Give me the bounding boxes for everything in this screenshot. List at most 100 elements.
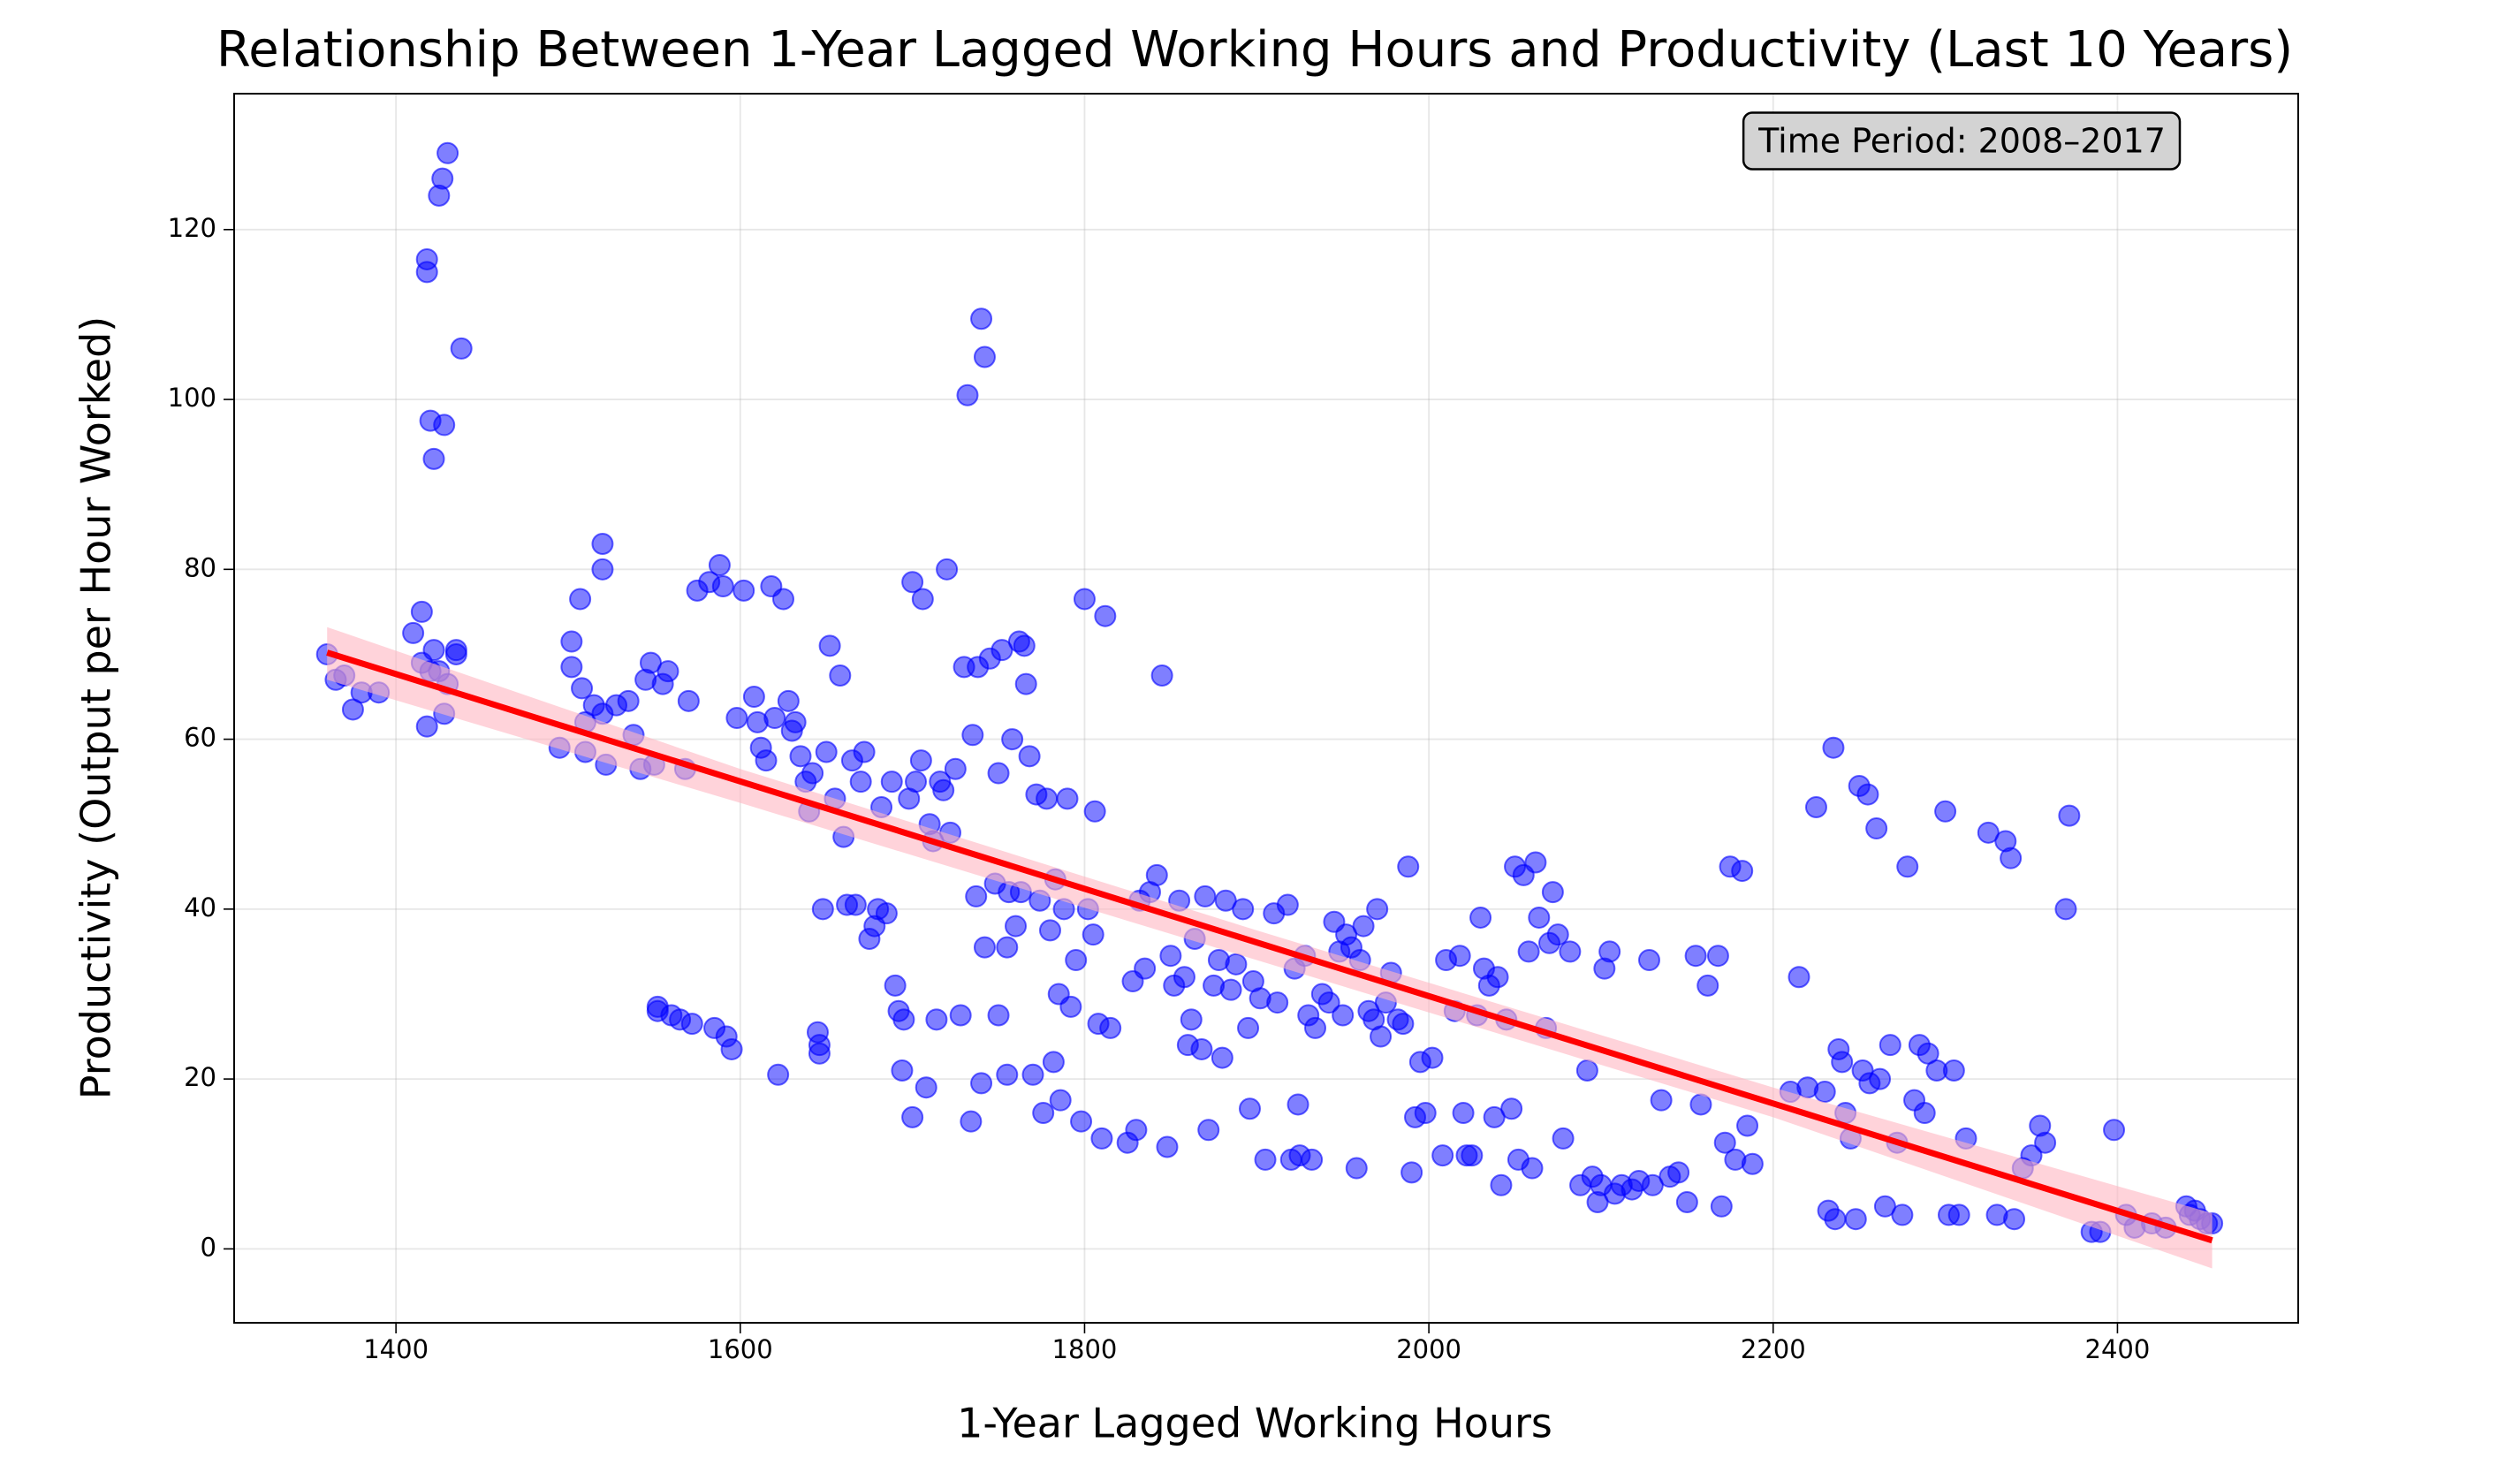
- scatter-point: [1879, 1034, 1901, 1057]
- scatter-point: [1036, 787, 1059, 810]
- y-tick-label: 20: [184, 1062, 216, 1092]
- scatter-point: [884, 974, 907, 997]
- scatter-point: [1005, 915, 1028, 938]
- scatter-point: [956, 383, 979, 406]
- scatter-point: [772, 588, 795, 611]
- x-axis-label: 1-Year Lagged Working Hours: [957, 1400, 1552, 1447]
- scatter-point: [1400, 1161, 1423, 1184]
- scatter-point: [1541, 881, 1564, 904]
- scatter-point: [932, 778, 955, 801]
- scatter-point: [970, 1072, 993, 1095]
- scatter-point: [1421, 1046, 1444, 1069]
- scatter-point: [617, 689, 640, 712]
- scatter-point: [973, 936, 996, 959]
- scatter-point: [1813, 1081, 1836, 1104]
- scatter-point: [1517, 940, 1540, 963]
- scatter-point: [1134, 957, 1157, 980]
- y-tick-label: 60: [184, 723, 216, 753]
- scatter-point: [996, 936, 1019, 959]
- scatter-point: [720, 1037, 743, 1060]
- scatter-point: [755, 749, 778, 772]
- scatter-point: [402, 621, 425, 644]
- scatter-point: [1190, 1037, 1213, 1060]
- scatter-point: [1038, 919, 1061, 942]
- scatter-point: [801, 762, 824, 785]
- scatter-point: [422, 639, 445, 662]
- scatter-point: [1524, 851, 1547, 874]
- scatter-point: [1414, 1102, 1437, 1125]
- scatter-point: [909, 749, 932, 772]
- scatter-point: [1824, 1208, 1847, 1231]
- scatter-point: [1301, 1148, 1324, 1171]
- scatter-point: [1254, 1148, 1277, 1171]
- scatter-point: [1675, 1190, 1698, 1213]
- scatter-point: [1304, 1016, 1327, 1039]
- scatter-point: [844, 893, 867, 916]
- scatter-point: [784, 710, 807, 733]
- plot-frame: [233, 93, 2299, 1324]
- scatter-point: [2054, 898, 2077, 921]
- scatter-point: [996, 1063, 1019, 1086]
- scatter-point: [915, 1076, 937, 1099]
- scatter-point: [763, 707, 786, 730]
- scatter-point: [1001, 728, 1024, 751]
- scatter-point: [711, 575, 734, 598]
- scatter-point: [987, 762, 1010, 785]
- y-tick-label: 120: [168, 213, 216, 243]
- scatter-point: [1684, 945, 1707, 968]
- scatter-point: [1370, 1025, 1393, 1048]
- scatter-point: [1667, 1161, 1690, 1184]
- scatter-point: [1452, 1102, 1475, 1125]
- scatter-point: [853, 740, 876, 763]
- scatter-point: [560, 630, 583, 653]
- scatter-point: [1469, 906, 1492, 929]
- scatter-point: [1844, 1208, 1867, 1231]
- scatter-point: [1094, 604, 1117, 627]
- scatter-point: [2058, 804, 2081, 827]
- scatter-point: [1947, 1203, 1970, 1226]
- scatter-point: [905, 771, 928, 793]
- scatter-point: [1710, 1195, 1733, 1218]
- scatter-point: [1276, 893, 1299, 916]
- x-tick-label: 1800: [1052, 1334, 1118, 1364]
- annotation-box: [1742, 111, 2182, 171]
- scatter-point: [1521, 1157, 1544, 1180]
- scatter-point: [1287, 1093, 1309, 1116]
- scatter-point: [1431, 1144, 1454, 1167]
- annotation: Time Period: 2008–2017: [1757, 122, 2166, 161]
- scatter-point: [1173, 966, 1195, 989]
- x-tick-label: 1600: [708, 1334, 773, 1364]
- scatter-point: [725, 707, 748, 730]
- scatter-point: [1156, 1135, 1179, 1158]
- scatter-point: [1366, 898, 1389, 921]
- x-tick-label: 2200: [1741, 1334, 1806, 1364]
- x-tick-label: 2000: [1396, 1334, 1461, 1364]
- scatter-point: [815, 740, 838, 763]
- scatter-point: [1073, 588, 1096, 611]
- scatter-point: [1317, 991, 1340, 1014]
- scatter-point: [1180, 1008, 1203, 1031]
- scatter-point: [987, 1004, 1010, 1027]
- scatter-point: [708, 554, 731, 577]
- trend-line: [326, 649, 2213, 1244]
- scatter-point: [1552, 1127, 1575, 1150]
- y-tick-label: 100: [168, 383, 216, 413]
- scatter-point: [1238, 1097, 1261, 1120]
- scatter-point: [1637, 949, 1660, 972]
- scatter-point: [1865, 817, 1888, 840]
- scatter-point: [777, 689, 800, 712]
- scatter-point: [1392, 1013, 1415, 1036]
- scatter-point: [742, 686, 765, 709]
- scatter-point: [1461, 1144, 1484, 1167]
- scatter-point: [2000, 847, 2023, 869]
- scatter-point: [961, 724, 984, 747]
- scatter-point: [1706, 945, 1729, 968]
- scatter-point: [732, 579, 755, 602]
- scatter-point: [1352, 915, 1375, 938]
- scatter-point: [1345, 1157, 1368, 1180]
- scatter-point: [1546, 923, 1569, 946]
- scatter-point: [422, 447, 445, 470]
- scatter-point: [1490, 1173, 1513, 1196]
- scatter-point: [960, 1110, 983, 1133]
